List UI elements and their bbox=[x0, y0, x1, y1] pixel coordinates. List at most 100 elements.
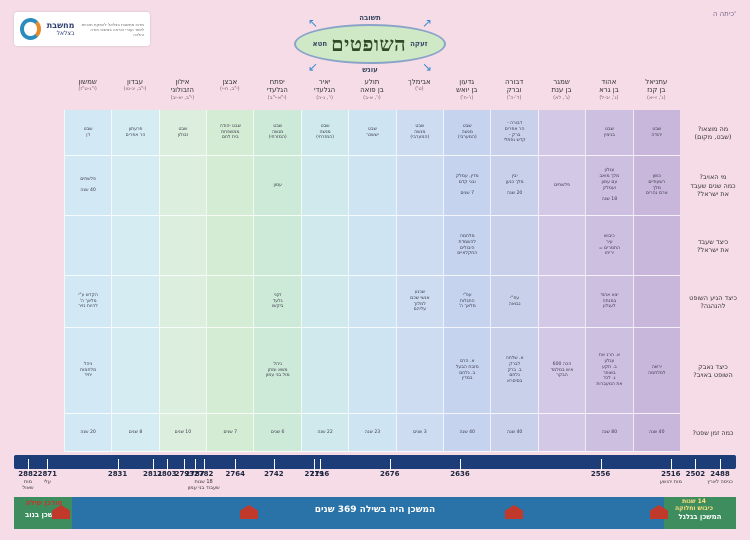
timeline-tick bbox=[235, 459, 237, 471]
band-left-top: חורבן שילה bbox=[25, 499, 63, 507]
judge-name: אבצן bbox=[222, 78, 238, 86]
timeline-tick bbox=[273, 459, 275, 471]
table-cell bbox=[207, 328, 254, 414]
judge-name: שמשון bbox=[78, 78, 97, 86]
logo-name: מחשבת bbox=[46, 20, 75, 30]
judge-header-cell: שמשון (י"ג-ט"ז) bbox=[64, 78, 111, 106]
table-cell bbox=[207, 156, 254, 216]
table-cell bbox=[301, 216, 349, 276]
judge-name: שמגר בן ענת bbox=[551, 78, 572, 95]
table-cell: 8 שנים bbox=[112, 414, 159, 452]
row-label: מה מוצאו? (שבט, מקום) bbox=[694, 124, 732, 141]
row-label: כיצד שעבד את ישראל? bbox=[697, 237, 729, 254]
logo: מחשבת בצלאל מרכז מחשבת בצלאל להפקת תכניו… bbox=[14, 12, 150, 46]
table-cell bbox=[633, 216, 680, 276]
judge-column: שבט מנשה (המערבי) שכנע אנשי שכם למלוך עלי… bbox=[395, 110, 444, 452]
judge-name: אילון הזבולוני bbox=[170, 78, 194, 95]
judge-header-row: עתניאל בן קנז (ג', ז-יא) אהוד בן גרא (ג', י… bbox=[64, 78, 680, 106]
table-cell: זקני גלעד ביקשו bbox=[254, 276, 301, 328]
table-cell: א. הרג את עגלון ב. תקע בשופר ג. לכד את ה… bbox=[586, 328, 633, 414]
timeline-year: 2516 bbox=[661, 470, 681, 478]
judge-name: דבורה וברק bbox=[504, 78, 524, 95]
judge-ref: (ג', ז-יא) bbox=[647, 94, 666, 101]
table-cell: דבורה - הר אפרים ברק - קדש נפתלי bbox=[491, 110, 538, 156]
judge-name: יפתח הגלעדי bbox=[266, 78, 288, 95]
timeline-year: 2831 bbox=[107, 470, 128, 478]
timeline-year: 2793 bbox=[174, 470, 195, 478]
grade-tag: כיתה ה' bbox=[712, 10, 736, 18]
row-labels: מה מוצאו? (שבט, מקום) מי האויב? כמה שנים … bbox=[682, 110, 744, 452]
table-cell: פלשתים 40 שנה bbox=[64, 156, 112, 216]
cycle-arrow-icon: ↙ bbox=[308, 60, 319, 74]
timeline-note: כניסה לארץ bbox=[707, 479, 733, 485]
table-cell bbox=[112, 328, 159, 414]
table-cell: א. שלחה לברק ב. ברק נלחם בסיסרא bbox=[491, 328, 538, 414]
row-label: כמה זמן שפט? bbox=[692, 428, 734, 437]
judge-name: עבדון bbox=[126, 78, 144, 86]
table-cell bbox=[538, 276, 586, 328]
table-cell bbox=[112, 216, 159, 276]
timeline-year: 2488 bbox=[710, 470, 730, 478]
judge-header-cell: אילון הזבולוני (י"ב, יא-יב) bbox=[159, 78, 206, 106]
table-cell bbox=[301, 276, 349, 328]
timeline-tick bbox=[28, 459, 29, 471]
cycle-arrow-icon: ↖ bbox=[308, 16, 319, 30]
table-cell: שבט מנשה (המערבי) bbox=[396, 110, 444, 156]
timeline-year: 2676 bbox=[380, 470, 400, 478]
timeline-year: 2716 bbox=[309, 470, 330, 478]
table-cell: 23 שנה bbox=[349, 414, 396, 452]
table-cell: הקדש ע"י מלאך ה' להיות נזיר bbox=[64, 276, 112, 328]
mishkan-icon bbox=[505, 505, 523, 519]
table-cell: שבט זבולון bbox=[159, 110, 207, 156]
judge-header-cell: גדעון בן יואש (ו'-ח') bbox=[443, 78, 490, 106]
table-cell: ניהל משא ומתן מול בני עמון bbox=[254, 328, 301, 414]
table-cell: 40 שנה bbox=[633, 414, 680, 452]
table-cell: יצא אהוד במנחה לעגלון bbox=[586, 276, 633, 328]
judge-header-cell: עבדון (י"ב, יג-טו) bbox=[111, 78, 158, 106]
judge-header-cell: שמגר בן ענת (ג', לא) bbox=[538, 78, 585, 106]
mishkan-icon bbox=[52, 505, 70, 519]
timeline-note: 18 שנות שעבוד בני עמון bbox=[187, 479, 220, 491]
table-cell bbox=[396, 216, 444, 276]
table-cell: יבין מלך כנען 20 שנה bbox=[491, 156, 538, 216]
cycle-arrow-icon: ↗ bbox=[421, 16, 432, 30]
table-cell: ניהל מלחמות יחיד bbox=[64, 328, 112, 414]
judge-column: שבט מנשה (המזרחי) 22 שנה bbox=[300, 110, 349, 452]
title-top: תשובה bbox=[359, 14, 381, 22]
page-title: השופטים bbox=[331, 31, 407, 56]
judge-ref: (י"א-י"ב) bbox=[267, 94, 287, 101]
judge-ref: (ט') bbox=[415, 86, 424, 93]
table-cell: שבט מנשה (המזרחי) bbox=[254, 110, 301, 156]
table-cell bbox=[301, 328, 349, 414]
judge-column: פרעתון הר אפרים 8 שנים bbox=[111, 110, 159, 452]
judge-header-cell: יאיר הגלעדי (י', ג-ה) bbox=[301, 78, 348, 106]
row-label: כיצד נאבק השופט באויב? bbox=[693, 362, 733, 379]
title-cycle: תשובה זעקה השופטים חטא עונש ↖ ↗ ↙ ↘ bbox=[284, 14, 456, 74]
logo-side-text: מרכז מחשבת בצלאל להפקת תכניות לימוד ועזר… bbox=[81, 21, 144, 37]
judge-ref: (ג', לא) bbox=[553, 94, 570, 101]
table-cell: כיבוש עיר התמרים = יריחו bbox=[586, 216, 633, 276]
table-cell: 3 שנים bbox=[396, 414, 444, 452]
judge-header-cell: תולע בן פואה (י', א-ב) bbox=[348, 78, 395, 106]
title-bottom: עונש bbox=[362, 66, 378, 74]
judge-column: שבט יהודה כושן רשעתיים מלך ארם נהרים ירשה … bbox=[632, 110, 680, 452]
judge-header-cell: אבימלך (ט') bbox=[396, 78, 443, 106]
logo-mark-icon bbox=[20, 18, 41, 40]
table-cell: פלשתים bbox=[538, 156, 586, 216]
judge-column: שבט דן פלשתים 40 שנה הקדש ע"י מלאך ה' להיו… bbox=[63, 110, 112, 452]
timeline-bar bbox=[14, 455, 736, 469]
judges-table: שבט יהודה כושן רשעתיים מלך ארם נהרים ירשה … bbox=[63, 110, 680, 452]
table-cell bbox=[633, 276, 680, 328]
timeline-year: 2871 bbox=[37, 470, 58, 478]
table-cell: שבט דן bbox=[64, 110, 112, 156]
title-oval: זעקה השופטים חטא bbox=[294, 24, 446, 64]
table-cell bbox=[159, 328, 207, 414]
logo-text: מחשבת בצלאל bbox=[47, 21, 75, 38]
judge-name: אהוד בן גרא bbox=[599, 78, 619, 95]
band-right-top: 14 שנות כיבוש וחלוקה bbox=[675, 498, 713, 512]
table-cell: שבט יהודה ממשפחת בית לחם bbox=[207, 110, 254, 156]
timeline-year: 2811 bbox=[142, 470, 163, 478]
table-cell bbox=[207, 276, 254, 328]
row-label: כיצד הגיע השופט להנהגה? bbox=[689, 293, 737, 310]
judge-column: שבט יששכר 23 שנה bbox=[348, 110, 396, 452]
